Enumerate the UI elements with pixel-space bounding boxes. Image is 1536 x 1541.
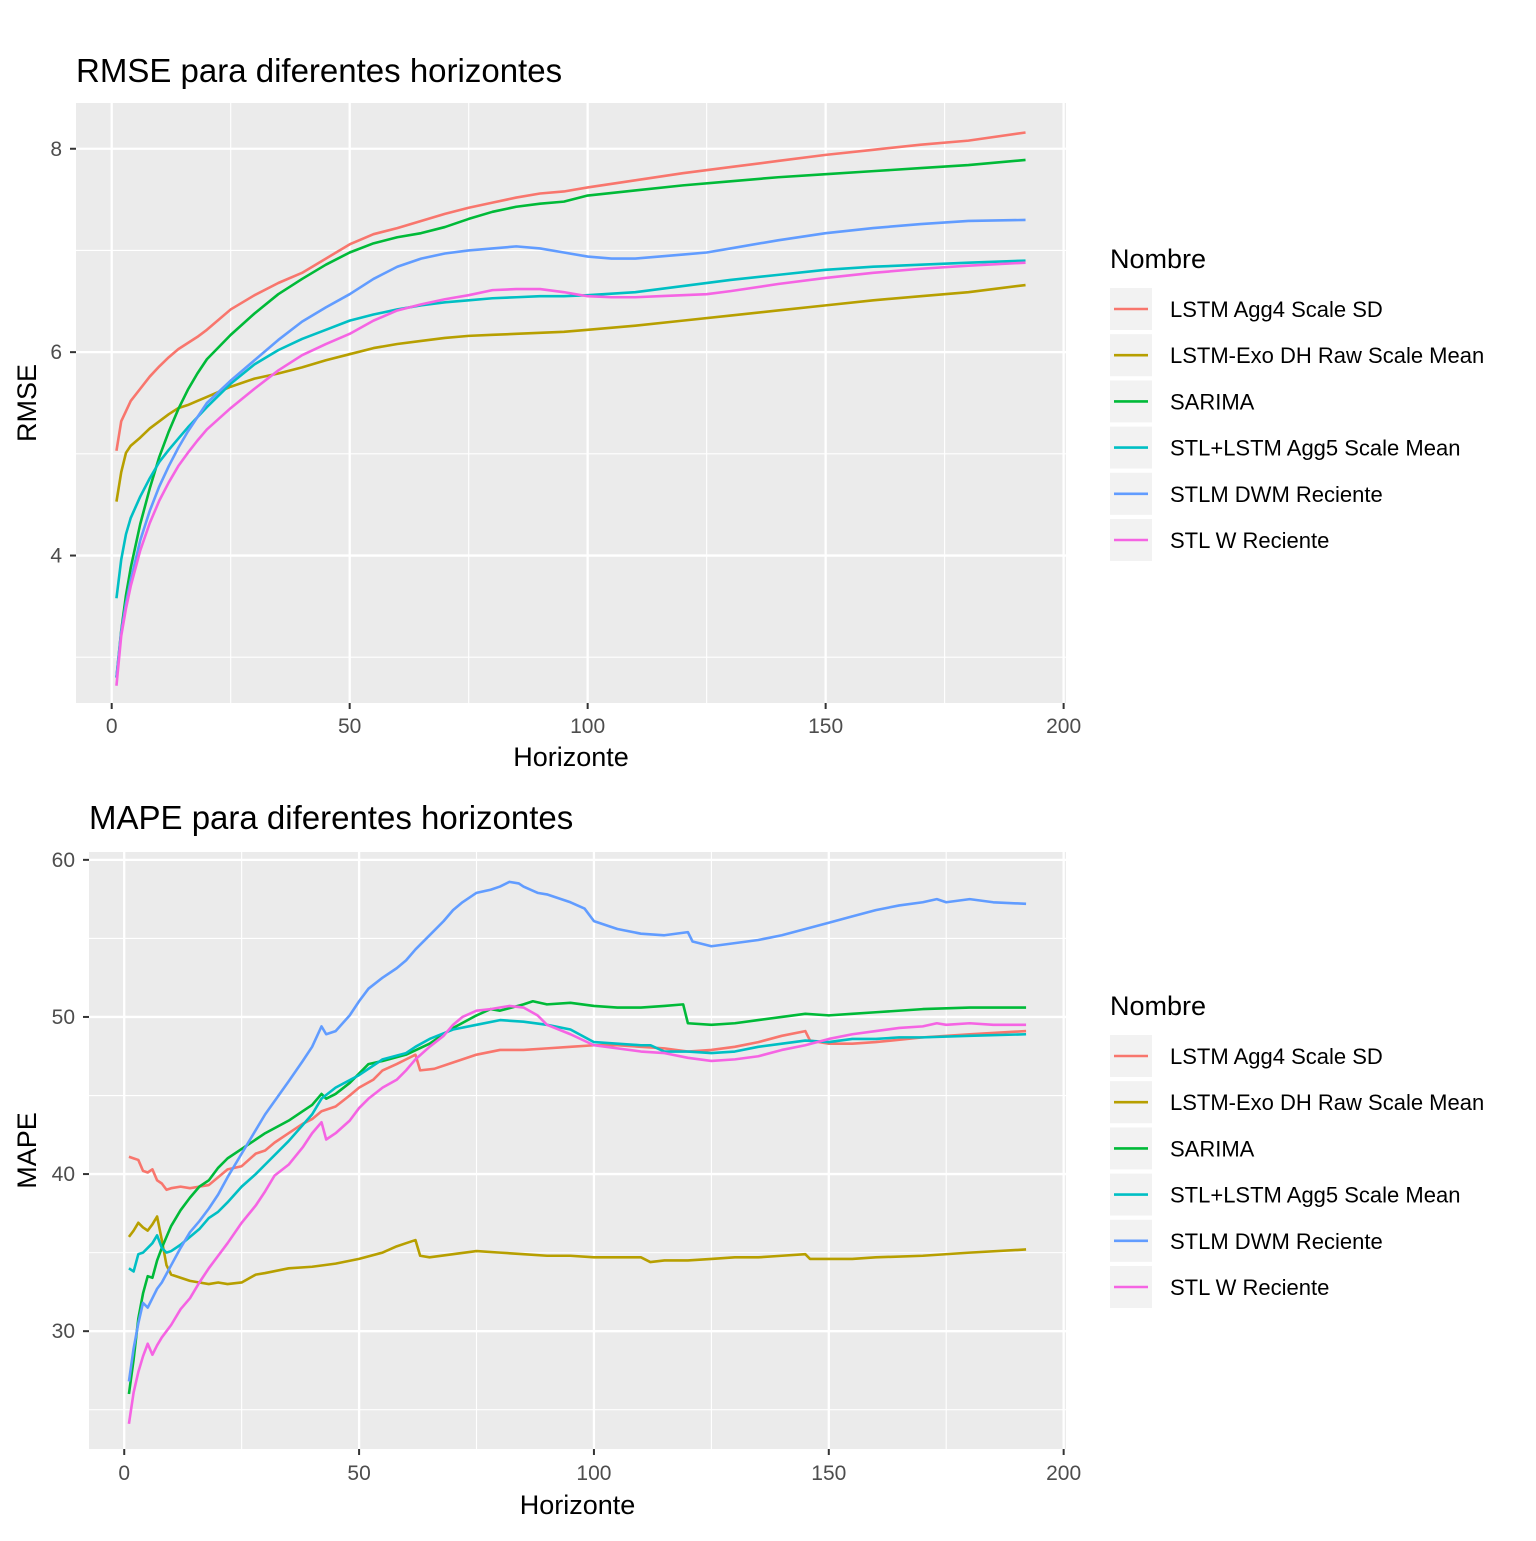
mape-chart: MAPE para diferentes horizontes 0 50 100 150… — [12, 799, 1484, 1520]
legend-label: STLM DWM Reciente — [1170, 482, 1383, 507]
chart-0-y-axis-label: RMSE — [12, 364, 42, 442]
chart-1-series-lstm-exo-dh-raw-scale-mean — [127, 1215, 1027, 1286]
legend-label: STL+LSTM Agg5 Scale Mean — [1170, 1183, 1460, 1208]
chart-1-x-tick-label: 100 — [576, 1462, 611, 1485]
chart-1-legend-item-stl-w-reciente: STL W Reciente — [1110, 1266, 1329, 1308]
chart-0-series-stl-lstm-agg5-scale-mean — [115, 259, 1026, 599]
legend-label: SARIMA — [1170, 1136, 1255, 1161]
chart-0-y-tick-label: 6 — [50, 341, 62, 364]
legend-label: STL W Reciente — [1170, 528, 1329, 553]
legend-label: STL+LSTM Agg5 Scale Mean — [1170, 436, 1460, 461]
chart-0-x-tick-label: 100 — [570, 715, 605, 738]
legend-label: LSTM-Exo DH Raw Scale Mean — [1170, 343, 1484, 368]
chart-1-series-lstm-agg4-scale-sd — [128, 1029, 1027, 1192]
legend-label: LSTM Agg4 Scale SD — [1170, 297, 1383, 322]
chart-0-x-tick-label: 200 — [1046, 715, 1081, 738]
chart-0-legend-title: Nombre — [1110, 244, 1206, 274]
chart-0-y-tick-label: 4 — [50, 545, 62, 568]
chart-1-legend-title: Nombre — [1110, 991, 1206, 1021]
chart-0-legend-item-stl-lstm-agg5-scale-mean: STL+LSTM Agg5 Scale Mean — [1110, 426, 1460, 469]
chart-1-x-tick-label: 0 — [118, 1462, 130, 1485]
chart-1-title: MAPE para diferentes horizontes — [89, 799, 573, 836]
chart-0-legend-item-lstm-agg4-scale-sd: LSTM Agg4 Scale SD — [1110, 288, 1383, 330]
chart-1-legend-item-lstm-exo-dh-raw-scale-mean: LSTM-Exo DH Raw Scale Mean — [1110, 1081, 1484, 1124]
chart-1-panel-background — [89, 852, 1066, 1449]
chart-0-panel-background — [76, 103, 1066, 703]
chart-1-series-stl-lstm-agg5-scale-mean — [128, 1018, 1027, 1273]
chart-0-series-group — [115, 131, 1026, 686]
chart-1-series-group — [127, 880, 1027, 1425]
chart-0-series-sarima — [115, 158, 1026, 678]
chart-1-y-tick-label: 30 — [52, 1320, 75, 1343]
chart-1-series-stlm-dwm-reciente — [127, 880, 1027, 1382]
legend-label: LSTM Agg4 Scale SD — [1170, 1044, 1383, 1069]
chart-0-legend-item-sarima: SARIMA — [1110, 380, 1255, 423]
chart-1-legend-item-stlm-dwm-reciente: STLM DWM Reciente — [1110, 1219, 1383, 1262]
chart-0-title: RMSE para diferentes horizontes — [76, 52, 562, 89]
chart-1-x-tick-label: 150 — [811, 1462, 846, 1485]
chart-0-x-tick-label: 150 — [808, 715, 843, 738]
chart-1-legend-item-lstm-agg4-scale-sd: LSTM Agg4 Scale SD — [1110, 1035, 1383, 1077]
chart-1-series-stl-w-reciente — [127, 1004, 1027, 1425]
chart-1-series-sarima — [127, 999, 1027, 1395]
chart-1-y-axis-label: MAPE — [12, 1112, 42, 1189]
chart-0-series-stlm-dwm-reciente — [115, 218, 1026, 678]
chart-1-x-axis-label: Horizonte — [520, 1490, 636, 1520]
chart-1-x-tick-label: 200 — [1046, 1462, 1081, 1485]
chart-0-series-lstm-exo-dh-raw-scale-mean — [115, 283, 1026, 502]
chart-0-legend-item-stl-w-reciente: STL W Reciente — [1110, 519, 1329, 561]
legend-label: STLM DWM Reciente — [1170, 1229, 1383, 1254]
chart-0-series-stl-w-reciente — [115, 261, 1026, 686]
chart-1-legend-item-sarima: SARIMA — [1110, 1127, 1255, 1170]
chart-0-x-tick-label: 0 — [106, 715, 118, 738]
chart-1-x-tick-label: 50 — [347, 1462, 370, 1485]
chart-1-y-tick-label: 60 — [52, 849, 75, 872]
chart-0-y-tick-label: 8 — [50, 138, 62, 161]
chart-0-legend-item-lstm-exo-dh-raw-scale-mean: LSTM-Exo DH Raw Scale Mean — [1110, 334, 1484, 377]
chart-0-series-lstm-agg4-scale-sd — [115, 131, 1026, 452]
chart-1-y-tick-label: 50 — [52, 1006, 75, 1029]
chart-1-y-tick-label: 40 — [52, 1163, 75, 1186]
rmse-chart: RMSE para diferentes horizontes 0 50 100 150… — [12, 52, 1484, 772]
legend-label: STL W Reciente — [1170, 1275, 1329, 1300]
chart-0-x-tick-label: 50 — [338, 715, 361, 738]
chart-0-x-axis-label: Horizonte — [513, 742, 629, 772]
legend-label: LSTM-Exo DH Raw Scale Mean — [1170, 1090, 1484, 1115]
legend-label: SARIMA — [1170, 389, 1255, 414]
chart-1-legend-item-stl-lstm-agg5-scale-mean: STL+LSTM Agg5 Scale Mean — [1110, 1173, 1460, 1216]
chart-0-legend-item-stlm-dwm-reciente: STLM DWM Reciente — [1110, 472, 1383, 515]
